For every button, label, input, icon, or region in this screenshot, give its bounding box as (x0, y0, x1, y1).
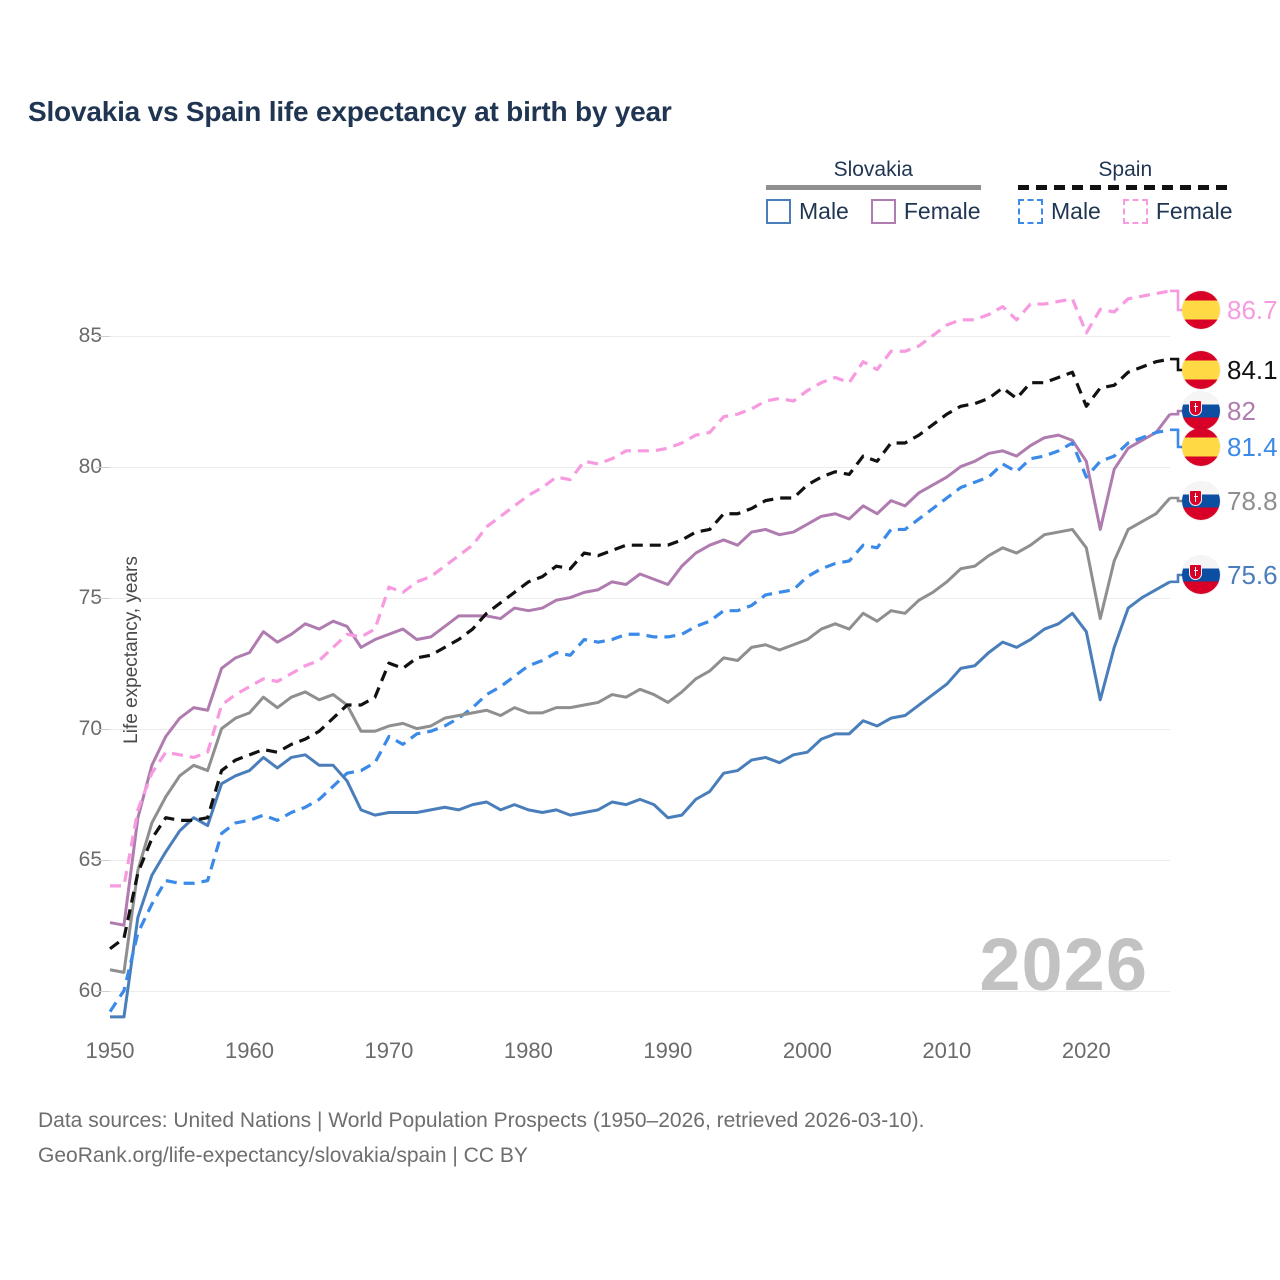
footer-data-sources: Data sources: United Nations | World Pop… (38, 1109, 925, 1132)
y-axis-tick: 65 (78, 847, 102, 871)
chart-series-lines (108, 289, 1172, 1019)
x-axis-tick: 1960 (224, 1038, 274, 1063)
legend-group-slovakia: Slovakia Male Female (766, 158, 981, 225)
legend-rule-slovakia (766, 185, 981, 190)
endpoint-label-slovakia-female: 82 (1182, 392, 1256, 430)
legend: Slovakia Male Female Spain Male Female (750, 158, 1260, 248)
spain-flag-icon (1182, 351, 1220, 389)
chart-gridlines: 60 65 70 75 80 85 1950 1960 1970 1980 1990 2000 2010… (79, 270, 1170, 1063)
series-line-slovakia-male (110, 580, 1171, 1019)
y-axis-tick: 75 (78, 585, 102, 609)
legend-item-slovakia-female[interactable]: Female (870, 198, 981, 225)
endpoint-value: 75.6 (1227, 559, 1278, 590)
endpoint-value: 81.4 (1227, 431, 1278, 462)
spain-flag-icon (1182, 428, 1220, 466)
footer: Data sources: United Nations | World Pop… (38, 1104, 1238, 1173)
footer-attribution: GeoRank.org/life-expectancy/slovakia/spa… (38, 1143, 528, 1167)
x-axis-tick: 1970 (364, 1038, 414, 1063)
legend-item-spain-male[interactable]: Male (1018, 198, 1101, 225)
slovakia-flag-icon (1182, 482, 1220, 520)
y-axis-tick: 85 (78, 323, 102, 347)
y-axis-tick: 80 (78, 454, 102, 478)
legend-label-spain-male: Male (1051, 198, 1101, 224)
x-axis-tick: 2000 (782, 1038, 832, 1063)
y-axis-tick-mark (96, 597, 110, 599)
legend-country-slovakia: Slovakia (833, 158, 913, 181)
endpoint-value: 78.8 (1227, 485, 1278, 516)
y-axis-tick: 60 (78, 978, 102, 1002)
year-watermark: 2026 (979, 923, 1148, 1006)
gridline (110, 335, 1170, 337)
endpoint-label-spain-female: 86.7 (1182, 291, 1278, 329)
endpoint-label-slovakia-male: 75.6 (1182, 556, 1278, 594)
legend-country-spain: Spain (1098, 158, 1153, 181)
legend-label-slovakia-male: Male (799, 198, 849, 224)
legend-swatch-slovakia-male (766, 199, 791, 224)
x-axis-tick: 2020 (1061, 1038, 1111, 1063)
y-axis-tick-mark (96, 466, 110, 468)
y-axis-tick-mark (96, 990, 110, 992)
gridline (110, 859, 1170, 861)
x-axis-tick: 1990 (643, 1038, 693, 1063)
x-axis-tick: 2010 (922, 1038, 972, 1063)
legend-label-slovakia-female: Female (903, 198, 981, 224)
slovakia-flag-icon (1182, 556, 1220, 594)
chart-plot-area: 60 65 70 75 80 85 1950 1960 1970 1980 1990 2000 2010… (79, 270, 1172, 1063)
legend-swatch-spain-female (1122, 199, 1148, 224)
legend-swatch-spain-male (1018, 199, 1043, 224)
x-axis-tick: 1950 (85, 1038, 135, 1063)
page-title: Slovakia vs Spain life expectancy at bir… (28, 96, 672, 127)
endpoint-label-slovakia-total: 78.8 (1182, 482, 1278, 520)
series-line-spain-male (108, 428, 1171, 1013)
legend-rule-spain (1018, 185, 1233, 190)
legend-item-spain-female[interactable]: Female (1122, 198, 1233, 225)
series-line-spain-female (110, 289, 1171, 888)
endpoint-label-spain-total: 84.1 (1182, 351, 1278, 389)
legend-swatch-slovakia-female (870, 199, 896, 224)
slovakia-flag-icon (1182, 392, 1220, 430)
y-axis-tick: 70 (78, 716, 102, 740)
series-line-spain-total (109, 357, 1171, 951)
x-axis-tick: 1980 (503, 1038, 553, 1063)
legend-label-spain-female: Female (1155, 198, 1233, 224)
y-axis-tick-mark (96, 335, 110, 337)
gridline (110, 597, 1170, 599)
y-axis-tick-mark (96, 859, 110, 861)
series-line-slovakia-total (109, 497, 1172, 974)
endpoint-value: 82 (1227, 395, 1256, 426)
legend-item-slovakia-male[interactable]: Male (766, 198, 849, 225)
gridline (110, 990, 1170, 992)
y-axis-tick-mark (96, 728, 110, 730)
gridline (110, 466, 1170, 468)
gridline (110, 728, 1170, 730)
endpoint-value: 86.7 (1227, 294, 1278, 325)
endpoint-value: 84.1 (1227, 354, 1278, 385)
spain-flag-icon (1182, 291, 1220, 329)
series-line-slovakia-female (109, 413, 1172, 927)
legend-group-spain: Spain Male Female (1018, 158, 1233, 225)
endpoint-label-spain-male: 81.4 (1182, 428, 1278, 466)
